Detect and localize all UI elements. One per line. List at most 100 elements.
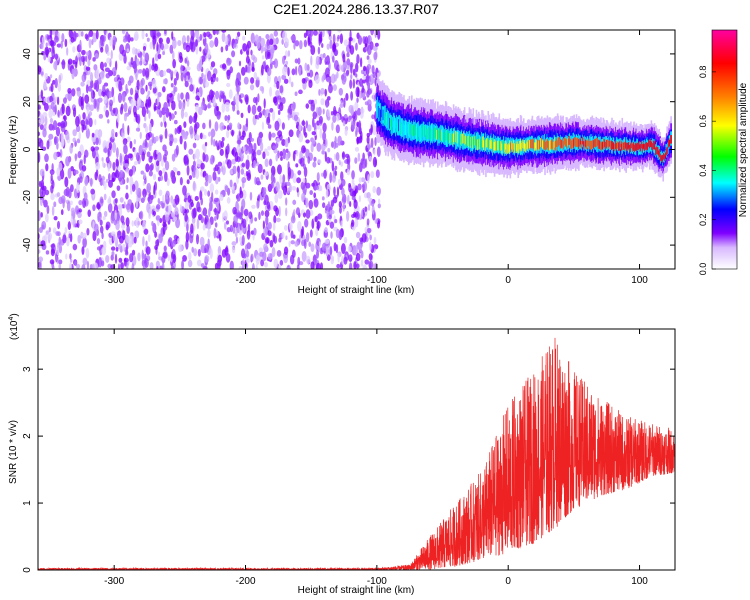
- spectrogram-noise-cell: [125, 192, 129, 200]
- spectrogram-noise-cell: [322, 202, 326, 209]
- spectrogram-noise-cell: [61, 33, 65, 43]
- spectrogram-noise-cell: [81, 246, 85, 255]
- spectrogram-noise-cell: [61, 59, 66, 70]
- spectrogram-noise-cell: [172, 254, 177, 263]
- spectrogram-noise-cell: [266, 201, 271, 210]
- spectrogram-noise-cell: [67, 87, 72, 94]
- spectrogram-noise-cell: [325, 57, 328, 62]
- spectrogram-noise-cell: [90, 79, 94, 89]
- spectrogram-noise-cell: [334, 136, 337, 145]
- spectrogram-noise-cell: [206, 221, 212, 230]
- spectrogram-noise-cell: [246, 172, 252, 181]
- spectrogram-noise-cell: [183, 121, 187, 129]
- spectrogram-noise-cell: [75, 116, 80, 127]
- spectrogram-noise-cell: [227, 58, 232, 65]
- spectrogram-x-tick-label: -100: [367, 275, 387, 286]
- spectrogram-noise-cell: [317, 159, 322, 164]
- spectrogram-noise-cell: [269, 38, 274, 46]
- spectrogram-noise-cell: [197, 248, 201, 257]
- spectrogram-noise-cell: [219, 93, 222, 103]
- spectrogram-noise-cell: [215, 30, 219, 35]
- spectrogram-noise-cell: [285, 148, 289, 153]
- spectrogram-noise-cell: [129, 176, 134, 188]
- spectrogram-noise-cell: [156, 32, 162, 37]
- spectrogram-noise-cell: [224, 35, 229, 46]
- spectrogram-noise-cell: [282, 66, 287, 76]
- spectrogram-noise-cell: [284, 37, 290, 49]
- spectrogram-noise-cell: [61, 103, 65, 115]
- spectrogram-noise-cell: [209, 94, 213, 100]
- spectrogram-noise-cell: [229, 179, 233, 188]
- spectrogram-noise-cell: [337, 34, 340, 40]
- spectrogram-noise-cell: [356, 97, 359, 103]
- spectrogram-noise-cell: [279, 259, 284, 266]
- spectrogram-noise-cell: [180, 92, 184, 100]
- spectrogram-noise-cell: [251, 54, 256, 61]
- spectrogram-noise-cell: [373, 236, 377, 245]
- spectrogram-noise-cell: [361, 92, 366, 98]
- spectrogram-noise-cell: [317, 213, 323, 220]
- spectrogram-noise-cell: [183, 140, 187, 151]
- spectrogram-noise-cell: [158, 233, 163, 244]
- spectrogram-noise-cell: [332, 33, 336, 44]
- spectrogram-noise-cell: [325, 188, 329, 199]
- spectrogram-noise-cell: [188, 115, 193, 124]
- spectrogram-noise-cell: [310, 55, 313, 66]
- spectrogram-noise-cell: [58, 162, 63, 172]
- spectrogram-noise-cell: [56, 43, 62, 48]
- spectrogram-noise-cell: [322, 122, 327, 133]
- spectrogram-noise-cell: [241, 35, 246, 41]
- spectrogram-noise-cell: [221, 137, 225, 142]
- spectrogram-noise-cell: [199, 33, 203, 41]
- spectrogram-noise-cell: [286, 187, 291, 194]
- spectrogram-noise-cell: [185, 44, 191, 53]
- spectrogram-noise-cell: [334, 170, 338, 177]
- spectrogram-noise-cell: [152, 57, 155, 67]
- spectrogram-noise-cell: [202, 207, 208, 217]
- spectrogram-noise-cell: [305, 182, 311, 189]
- spectrogram-noise-cell: [107, 173, 111, 181]
- spectrogram-y-axis-label: Frequency (Hz): [8, 116, 19, 185]
- spectrogram-noise-cell: [188, 251, 192, 261]
- spectrogram-noise-cell: [149, 41, 153, 50]
- spectrogram-noise-cell: [299, 157, 305, 167]
- spectrogram-noise-cell: [95, 30, 99, 40]
- spectrogram-noise-cell: [147, 90, 151, 96]
- spectrogram-noise-cell: [126, 224, 130, 234]
- spectrogram-noise-cell: [45, 213, 49, 223]
- spectrogram-noise-cell: [211, 191, 214, 203]
- spectrogram-noise-cell: [250, 49, 253, 56]
- spectrogram-noise-cell: [243, 208, 249, 217]
- spectrogram-noise-cell: [342, 120, 346, 127]
- spectrogram-noise-cell: [129, 140, 133, 149]
- spectrogram-noise-cell: [122, 122, 125, 134]
- spectrogram-noise-cell: [343, 39, 348, 46]
- spectrogram-noise-cell: [270, 63, 273, 70]
- spectrogram-noise-cell: [137, 48, 141, 54]
- spectrogram-noise-cell: [97, 97, 103, 103]
- snr-multiplier-exponent: 4: [8, 317, 15, 321]
- spectrogram-noise-cell: [40, 89, 44, 99]
- spectrogram-noise-cell: [367, 204, 371, 211]
- spectrogram-noise-cell: [95, 168, 99, 177]
- spectrogram-noise-cell: [302, 178, 306, 184]
- spectrogram-noise-cell: [218, 233, 222, 242]
- spectrogram-noise-cell: [246, 258, 250, 264]
- spectrogram-noise-cell: [81, 165, 87, 172]
- spectrogram-noise-cell: [236, 31, 241, 37]
- spectrogram-noise-cell: [84, 176, 89, 187]
- spectrogram-noise-cell: [69, 200, 73, 206]
- spectrogram-noise-cell: [82, 237, 87, 248]
- spectrogram-noise-cell: [267, 51, 271, 60]
- snr-x-tick-label: -100: [367, 576, 387, 587]
- spectrogram-noise-cell: [118, 257, 123, 263]
- spectrogram-noise-cell: [46, 140, 50, 150]
- snr-frame: [37, 328, 676, 571]
- spectrogram-noise-cell: [282, 187, 286, 193]
- spectrogram-noise-cell: [123, 102, 128, 113]
- spectrogram-noise-cell: [266, 116, 271, 124]
- spectrogram-noise-cell: [130, 98, 134, 108]
- spectrogram-noise-cell: [217, 145, 220, 150]
- spectrogram-noise-cell: [142, 220, 147, 230]
- spectrogram-y-tick-label: 20: [22, 96, 33, 108]
